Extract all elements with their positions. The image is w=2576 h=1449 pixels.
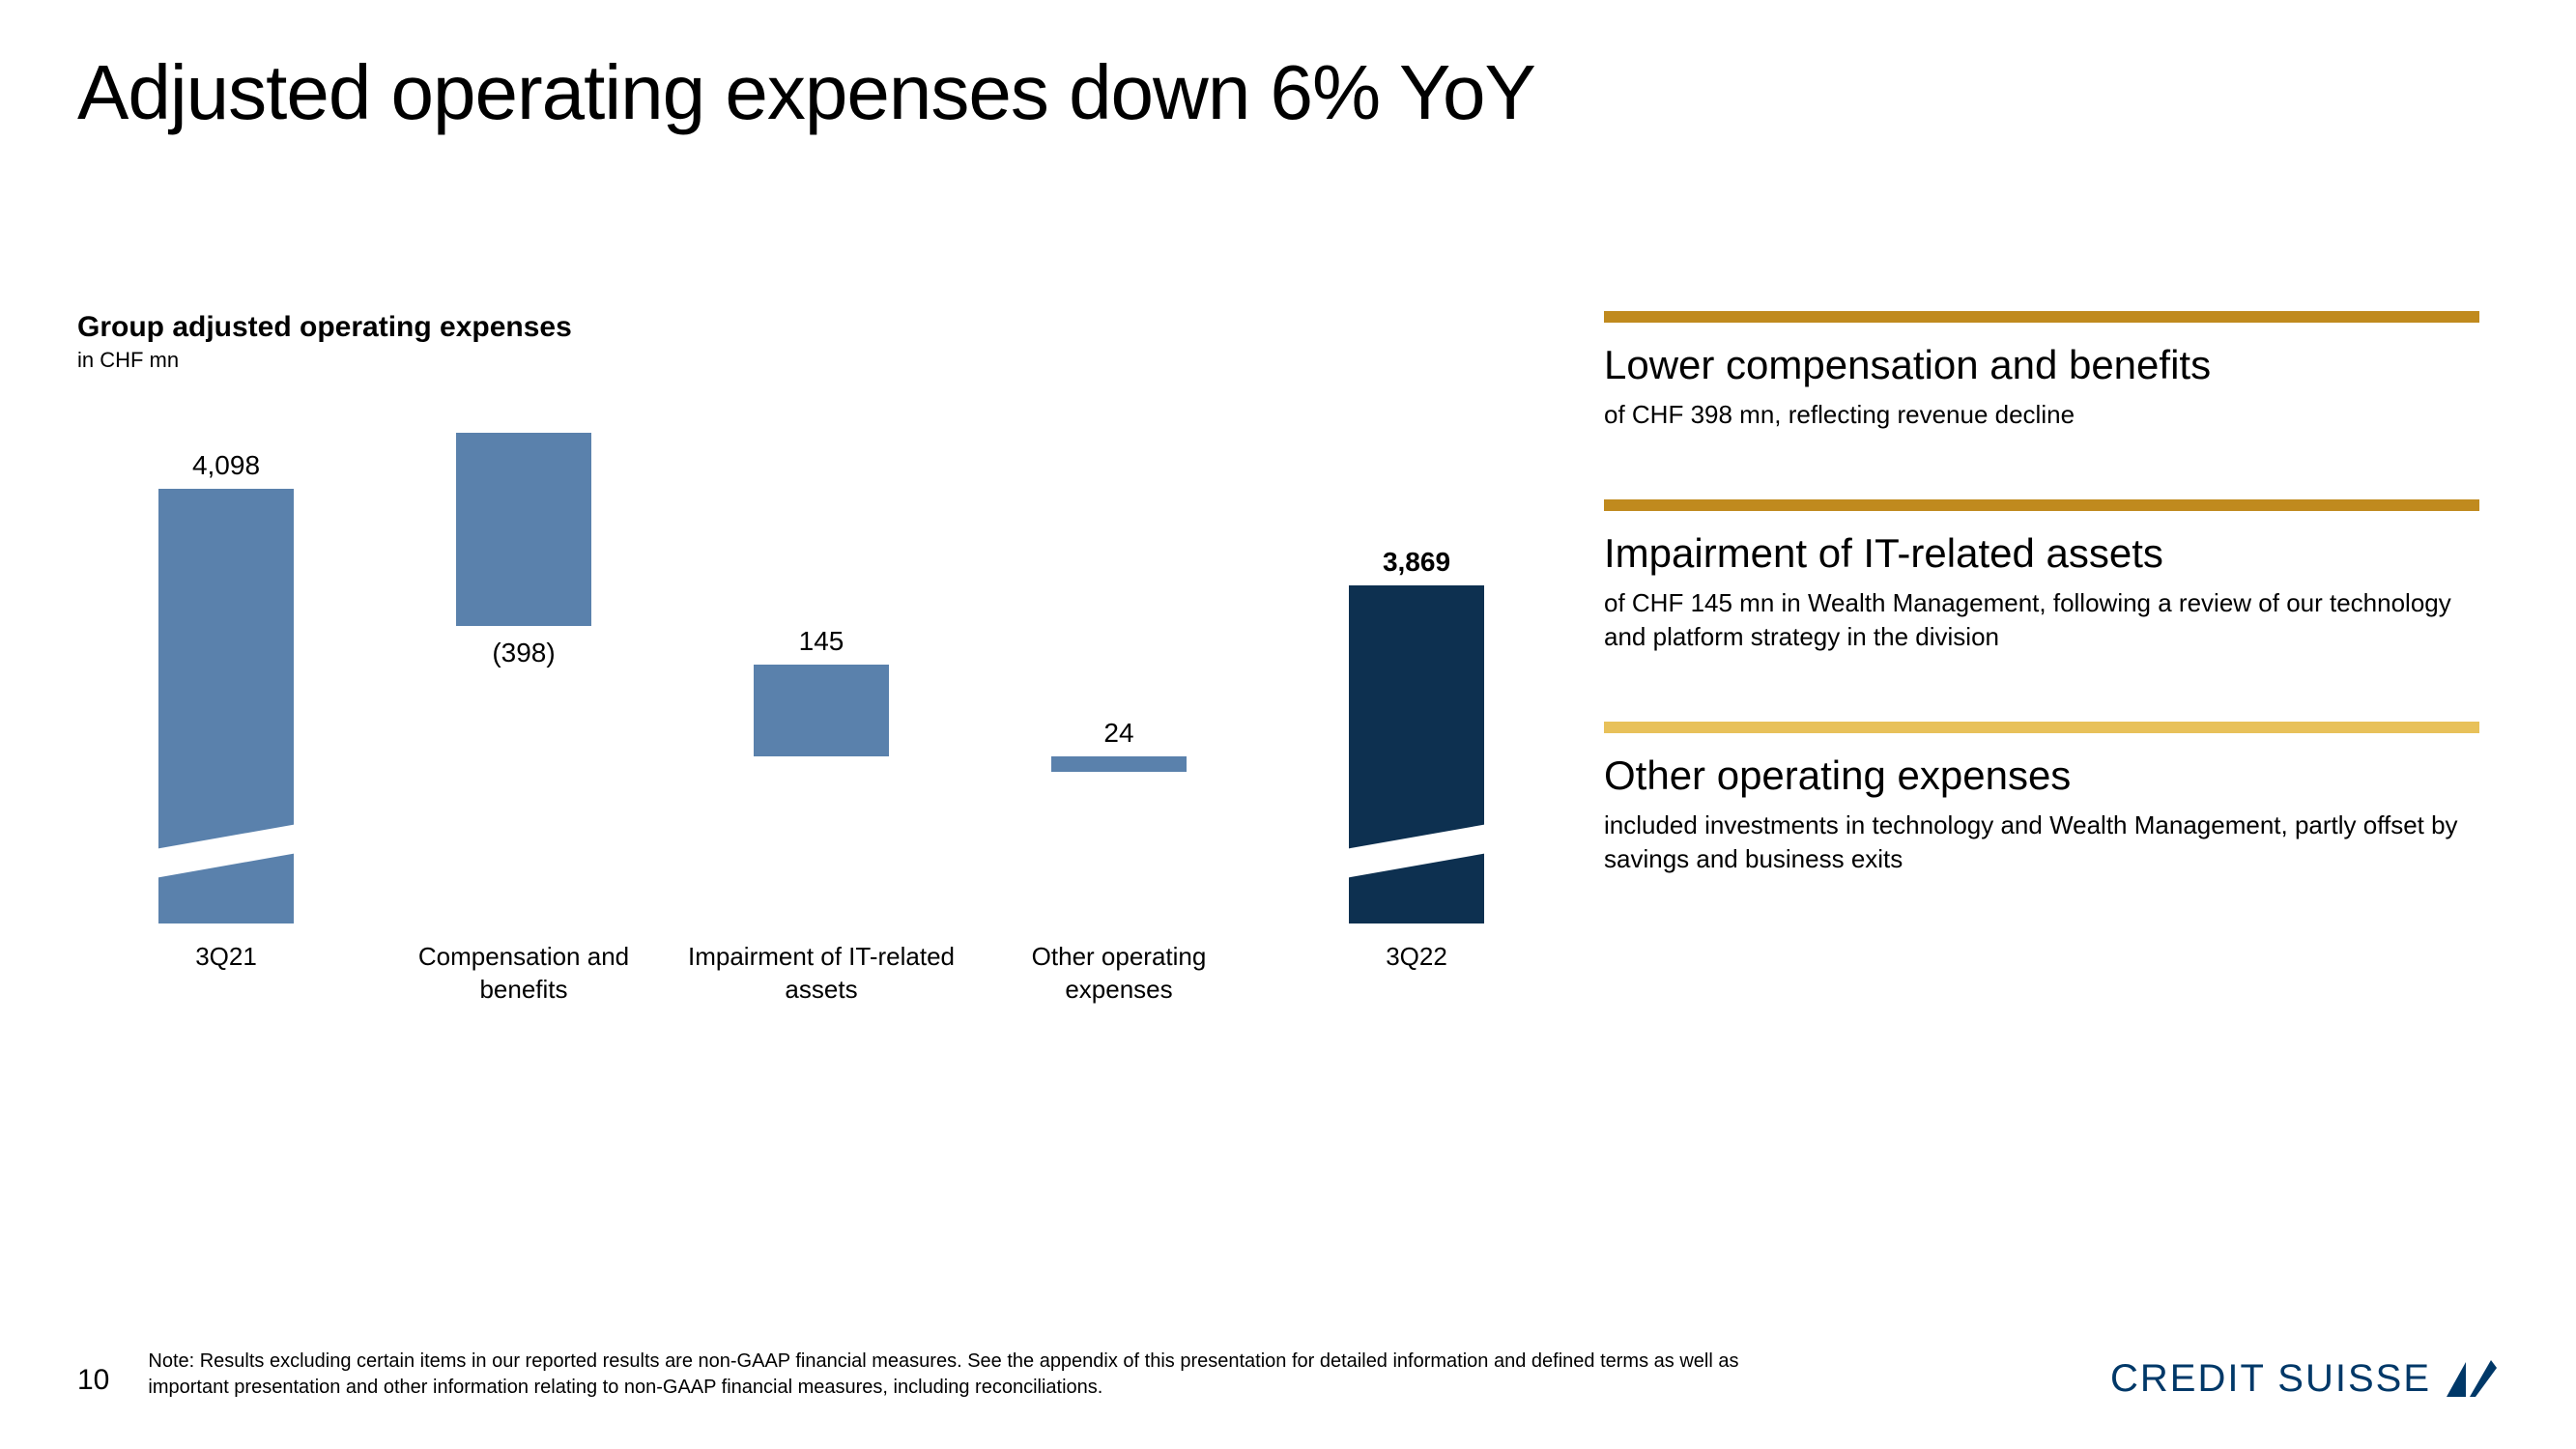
bar-wrap: 4,098 — [158, 450, 294, 923]
bar — [1051, 756, 1187, 772]
callout-title: Lower compensation and benefits — [1604, 342, 2479, 388]
x-axis-label: 3Q22 — [1268, 941, 1565, 1007]
bar-value-label: 24 — [1103, 718, 1133, 749]
x-axis-label: Other operating expenses — [970, 941, 1268, 1007]
slide-title: Adjusted operating expenses down 6% YoY — [77, 48, 2499, 137]
footnote: Note: Results excluding certain items in… — [148, 1349, 1790, 1401]
x-axis-label: Compensation and benefits — [375, 941, 673, 1007]
slide: Adjusted operating expenses down 6% YoY … — [0, 0, 2576, 1449]
axis-break-icon — [151, 823, 301, 879]
bar-wrap: 24 — [1051, 718, 1187, 772]
callouts-section: Lower compensation and benefits of CHF 39… — [1565, 311, 2499, 1007]
bar — [754, 665, 889, 756]
callout: Impairment of IT-related assets of CHF 14… — [1604, 499, 2479, 654]
bar-value-label: 3,869 — [1383, 547, 1450, 578]
chart-x-labels: 3Q21Compensation and benefitsImpairment … — [77, 941, 1565, 1007]
callout: Lower compensation and benefits of CHF 39… — [1604, 311, 2479, 432]
chart-area: 4,098 (398) 145 24 3,869 — [77, 440, 1565, 923]
chart-title: Group adjusted operating expenses — [77, 311, 1565, 344]
chart-section: Group adjusted operating expenses in CHF… — [77, 311, 1565, 1007]
axis-break-icon — [1341, 823, 1492, 879]
x-axis-label: 3Q21 — [77, 941, 375, 1007]
chart-column: (398) — [375, 440, 673, 923]
page-number: 10 — [77, 1364, 109, 1401]
bar-wrap: (398) — [456, 433, 591, 668]
chart-column: 24 — [970, 440, 1268, 923]
chart-column: 3,869 — [1268, 440, 1565, 923]
bar-value-label: 145 — [799, 626, 844, 657]
chart-column: 4,098 — [77, 440, 375, 923]
bar-wrap: 3,869 — [1349, 547, 1484, 923]
callout-accent-bar — [1604, 722, 2479, 733]
callout-accent-bar — [1604, 311, 2479, 323]
bar-value-label: (398) — [492, 638, 555, 668]
logo: CREDIT SUISSE — [2110, 1357, 2499, 1401]
callout-body: included investments in technology and W… — [1604, 809, 2479, 876]
content-row: Group adjusted operating expenses in CHF… — [77, 311, 2499, 1007]
callout-title: Other operating expenses — [1604, 753, 2479, 799]
bar — [158, 489, 294, 923]
bar — [1349, 585, 1484, 923]
bar — [456, 433, 591, 626]
logo-text: CREDIT SUISSE — [2110, 1357, 2431, 1401]
footer: 10 Note: Results excluding certain items… — [77, 1349, 2499, 1401]
bar-value-label: 4,098 — [192, 450, 260, 481]
callout-body: of CHF 145 mn in Wealth Management, foll… — [1604, 586, 2479, 654]
bar-wrap: 145 — [754, 626, 889, 756]
callout-body: of CHF 398 mn, reflecting revenue declin… — [1604, 398, 2479, 432]
callout-title: Impairment of IT-related assets — [1604, 530, 2479, 577]
callout: Other operating expenses included investm… — [1604, 722, 2479, 876]
chart-subtitle: in CHF mn — [77, 348, 1565, 373]
chart-column: 145 — [673, 440, 970, 923]
logo-sails-icon — [2445, 1358, 2499, 1401]
callout-accent-bar — [1604, 499, 2479, 511]
x-axis-label: Impairment of IT-related assets — [673, 941, 970, 1007]
